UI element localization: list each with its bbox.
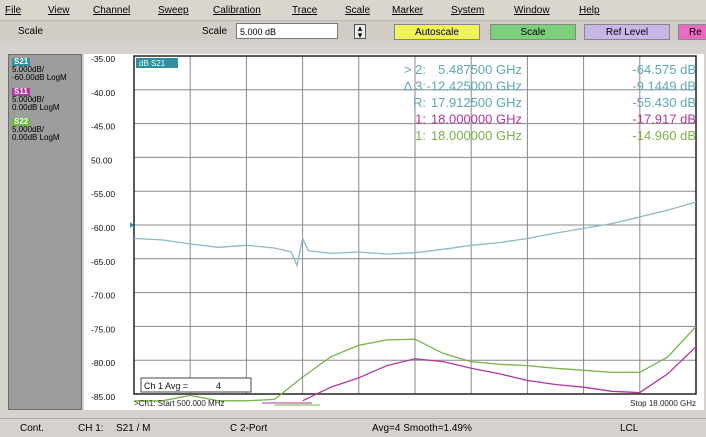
scale-spinner[interactable]: ▴ ▾ — [354, 23, 366, 40]
avg-value: 4 — [216, 381, 221, 391]
trace-title: S21 — [12, 57, 31, 66]
trace-ref: 0.00dB LogM — [12, 103, 60, 112]
marker-name: 1: — [415, 112, 426, 127]
menu-window[interactable]: Window — [514, 4, 550, 16]
trace-sidebar: S21 5.000dB/ -60.00dB LogM S11 5.000dB/ … — [8, 54, 82, 410]
marker-frequency: 18.000000 GHz — [431, 112, 522, 127]
y-tick-label: -55.00 — [91, 189, 115, 199]
y-tick-label: -75.00 — [91, 324, 115, 334]
ref-level-button[interactable]: Ref Level — [584, 24, 670, 40]
status-param: S21 / M — [116, 423, 151, 434]
menu-trace[interactable]: Trace — [292, 4, 318, 16]
scale-field-label: Scale — [202, 26, 228, 37]
marker-frequency: 5.487500 GHz — [438, 62, 522, 77]
scale-input[interactable]: 5.000 dB — [236, 23, 338, 39]
trace-line-s22 — [134, 325, 697, 402]
ref-position-button[interactable]: Re — [678, 24, 706, 40]
status-channel: CH 1: — [78, 423, 104, 434]
menu-scale[interactable]: Scale — [345, 4, 371, 16]
menu-bar: File View Channel Sweep Calibration Trace Scal… — [0, 0, 706, 21]
y-tick-label: -40.00 — [91, 88, 115, 98]
menu-calibration[interactable]: Calibration — [213, 4, 261, 16]
marker-name: Δ 3: — [404, 79, 426, 94]
status-cal: C 2-Port — [230, 423, 268, 434]
trace-label-s11[interactable]: S11 5.000dB/ 0.00dB LogM — [12, 88, 60, 112]
trace-ref: 0.00dB LogM — [12, 133, 60, 142]
marker-frequency: -12.425000 GHz — [427, 79, 522, 94]
scale-button[interactable]: Scale — [490, 24, 576, 40]
trace-label-s22[interactable]: S22 5.000dB/ 0.00dB LogM — [12, 118, 60, 142]
status-lcl: LCL — [620, 423, 639, 434]
toolbar-label: Scale — [18, 26, 44, 37]
trace-scale: 5.000dB/ — [12, 65, 45, 74]
active-trace-badge — [136, 58, 178, 68]
trace-label-s21[interactable]: S21 5.000dB/ -60.00dB LogM — [12, 58, 67, 82]
y-tick-label: 50.00 — [91, 155, 113, 165]
status-avg: Avg=4 Smooth=1.49% — [372, 423, 472, 434]
menu-marker[interactable]: Marker — [392, 4, 424, 16]
marker-value: -14.960 dB — [632, 128, 696, 143]
menu-file[interactable]: File — [5, 4, 22, 16]
avg-box — [140, 377, 252, 393]
y-tick-label: -85.00 — [91, 392, 115, 402]
active-trace-label: dB S21 — [139, 59, 166, 68]
y-tick-label: -65.00 — [91, 257, 115, 267]
status-bar: Cont. CH 1: S21 / M C 2-Port Avg=4 Smoot… — [0, 418, 706, 437]
y-tick-label: -60.00 — [91, 223, 115, 233]
measurement-plot[interactable]: -35.00 -40.00 -45.00 50.00 -55.00 -60.00 -65.0… — [84, 54, 704, 410]
trace-title: S22 — [12, 117, 31, 126]
marker-name: 1: — [415, 128, 426, 143]
marker-frequency: 18.000000 GHz — [431, 128, 522, 143]
marker-value: -64.575 dB — [632, 62, 696, 77]
menu-channel[interactable]: Channel — [93, 4, 131, 16]
marker-value: -55.430 dB — [632, 95, 696, 110]
trace-scale: 5.000dB/ — [12, 95, 45, 104]
marker-name: > 2: — [404, 62, 426, 77]
trace-scale: 5.000dB/ — [12, 125, 45, 134]
start-frequency: >Ch1: Start 500.000 MHz — [134, 399, 225, 408]
toolbar: Scale Scale 5.000 dB ▴ ▾ Autoscale Scale… — [0, 21, 706, 43]
stop-frequency: Stop 18.0000 GHz — [630, 399, 696, 408]
reference-level-arrow — [130, 222, 134, 228]
menu-view[interactable]: View — [48, 4, 70, 16]
marker-value: -9.1449 dB — [632, 79, 696, 94]
avg-label: Ch 1 Avg = — [144, 381, 188, 391]
menu-system[interactable]: System — [451, 4, 485, 16]
trace-title: S11 — [12, 87, 30, 96]
menu-help[interactable]: Help — [579, 4, 600, 16]
y-tick-label: -45.00 — [91, 122, 115, 132]
spin-up-icon[interactable]: ▴ — [357, 23, 363, 33]
trace-line-s21 — [133, 201, 697, 268]
y-tick-label: -80.00 — [91, 358, 115, 368]
sweep-mode: Cont. — [20, 423, 44, 434]
marker-name: R: — [413, 95, 426, 110]
trace-chart: -35.00 -40.00 -45.00 50.00 -55.00 -60.00 -65.0… — [91, 54, 697, 408]
trace-line-s11 — [302, 346, 697, 402]
spin-down-icon[interactable]: ▾ — [357, 30, 363, 40]
marker-value: -17.917 dB — [632, 112, 696, 127]
y-tick-label: -70.00 — [91, 291, 115, 301]
marker-frequency: 17.912500 GHz — [431, 95, 522, 110]
menu-sweep[interactable]: Sweep — [158, 4, 189, 16]
autoscale-button[interactable]: Autoscale — [394, 24, 480, 40]
y-tick-label: -35.00 — [91, 54, 115, 64]
trace-ref: -60.00dB LogM — [12, 73, 67, 82]
